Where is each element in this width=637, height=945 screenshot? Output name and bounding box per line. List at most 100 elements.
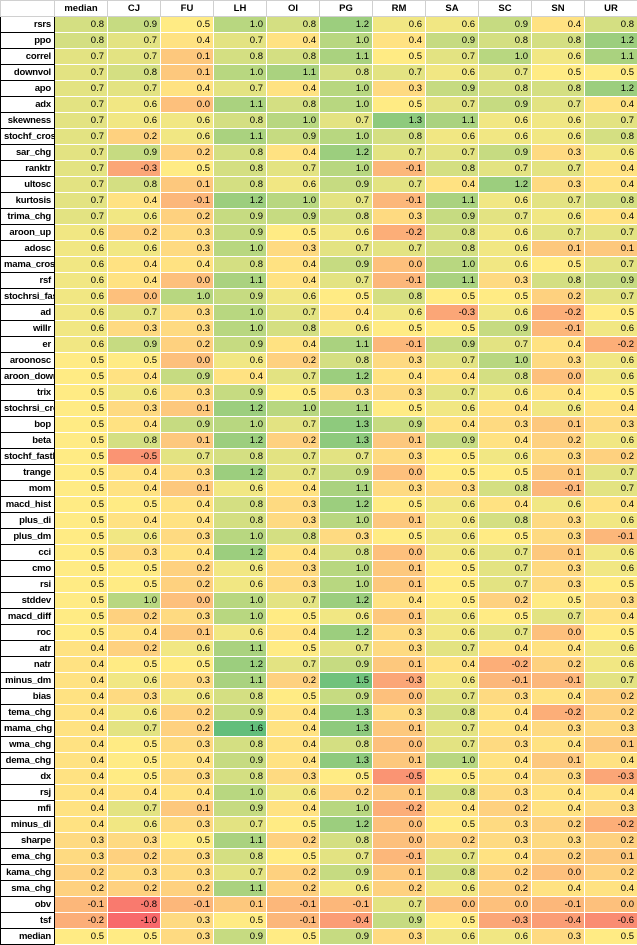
table-cell: 0.7 (320, 241, 373, 257)
table-cell: 0.7 (532, 193, 585, 209)
table-cell: 0.7 (532, 609, 585, 625)
table-cell: 0.8 (267, 529, 320, 545)
table-cell: 0.4 (108, 273, 161, 289)
table-cell: 1.3 (373, 113, 426, 129)
table-cell: 0.8 (479, 369, 532, 385)
table-cell: 0.5 (108, 753, 161, 769)
table-cell: 0.1 (373, 577, 426, 593)
table-cell: 0.3 (161, 849, 214, 865)
table-cell: 0.7 (267, 465, 320, 481)
table-cell: 0.2 (161, 337, 214, 353)
table-cell: 0.0 (426, 897, 479, 913)
table-cell: -0.1 (267, 897, 320, 913)
table-cell: 0.3 (479, 737, 532, 753)
table-cell: 0.7 (108, 49, 161, 65)
table-cell: 0.6 (479, 241, 532, 257)
table-cell: 0.6 (532, 49, 585, 65)
row-label: stochrsi_fastd (1, 289, 55, 305)
table-cell: 0.7 (108, 33, 161, 49)
table-cell: 0.5 (55, 369, 108, 385)
table-cell: 0.3 (373, 353, 426, 369)
table-cell: 0.0 (161, 353, 214, 369)
table-cell: 0.4 (585, 177, 637, 193)
table-cell: 0.7 (55, 161, 108, 177)
table-cell: 0.1 (532, 753, 585, 769)
table-cell: 0.4 (108, 417, 161, 433)
table-cell: 1.1 (426, 113, 479, 129)
table-cell: 0.4 (161, 33, 214, 49)
table-cell: 0.8 (267, 97, 320, 113)
table-cell: 0.5 (532, 593, 585, 609)
row-label: tema_chg (1, 705, 55, 721)
table-cell: 0.7 (585, 257, 637, 273)
table-cell: 0.9 (426, 433, 479, 449)
table-cell: 0.8 (373, 129, 426, 145)
row-label: tsf (1, 913, 55, 929)
table-cell: 0.5 (108, 561, 161, 577)
table-cell: 0.7 (320, 273, 373, 289)
table-cell: 0.9 (320, 865, 373, 881)
table-cell: 0.4 (585, 161, 637, 177)
table-cell: 0.6 (585, 369, 637, 385)
table-cell: 0.4 (267, 481, 320, 497)
table-cell: 0.7 (426, 353, 479, 369)
table-cell: 0.2 (161, 561, 214, 577)
table-cell: 0.5 (108, 737, 161, 753)
table-cell: 1.0 (214, 529, 267, 545)
table-cell: 0.0 (532, 865, 585, 881)
table-cell: 0.6 (585, 353, 637, 369)
table-cell: 0.4 (161, 545, 214, 561)
table-cell: 0.3 (479, 785, 532, 801)
table-cell: 0.5 (585, 305, 637, 321)
table-cell: 0.0 (373, 689, 426, 705)
row-label: stochrsi_cross (1, 401, 55, 417)
row-label: natr (1, 657, 55, 673)
table-cell: 0.5 (373, 529, 426, 545)
table-cell: 0.8 (214, 497, 267, 513)
table-cell: 1.6 (214, 721, 267, 737)
table-cell: 0.5 (585, 385, 637, 401)
table-cell: 0.9 (426, 33, 479, 49)
table-cell: 0.5 (479, 465, 532, 481)
table-cell: 0.0 (373, 257, 426, 273)
header-corner (1, 1, 55, 17)
table-cell: 0.6 (479, 129, 532, 145)
table-cell: 0.1 (214, 897, 267, 913)
row-label: atr (1, 641, 55, 657)
table-cell: 0.2 (320, 785, 373, 801)
table-cell: 0.1 (532, 545, 585, 561)
table-cell: 0.2 (161, 881, 214, 897)
table-cell: 0.2 (532, 849, 585, 865)
table-cell: 0.1 (373, 609, 426, 625)
table-cell: 0.4 (214, 369, 267, 385)
table-cell: 0.1 (373, 657, 426, 673)
table-cell: 0.6 (426, 929, 479, 945)
table-cell: 1.0 (214, 305, 267, 321)
table-cell: 0.2 (161, 209, 214, 225)
table-cell: 0.3 (373, 705, 426, 721)
table-cell: 0.9 (214, 209, 267, 225)
table-cell: 0.3 (532, 561, 585, 577)
table-cell: 0.8 (479, 481, 532, 497)
table-cell: 0.8 (585, 129, 637, 145)
table-cell: 0.6 (108, 241, 161, 257)
row-label: ultosc (1, 177, 55, 193)
table-cell: 0.4 (585, 881, 637, 897)
table-cell: 0.7 (426, 689, 479, 705)
table-cell: 0.8 (532, 81, 585, 97)
table-cell: 0.5 (108, 769, 161, 785)
table-cell: 0.7 (320, 193, 373, 209)
table-cell: 1.0 (320, 129, 373, 145)
row-label: ppo (1, 33, 55, 49)
table-cell: 1.2 (214, 545, 267, 561)
table-cell: 0.6 (426, 529, 479, 545)
table-cell: 0.9 (108, 337, 161, 353)
